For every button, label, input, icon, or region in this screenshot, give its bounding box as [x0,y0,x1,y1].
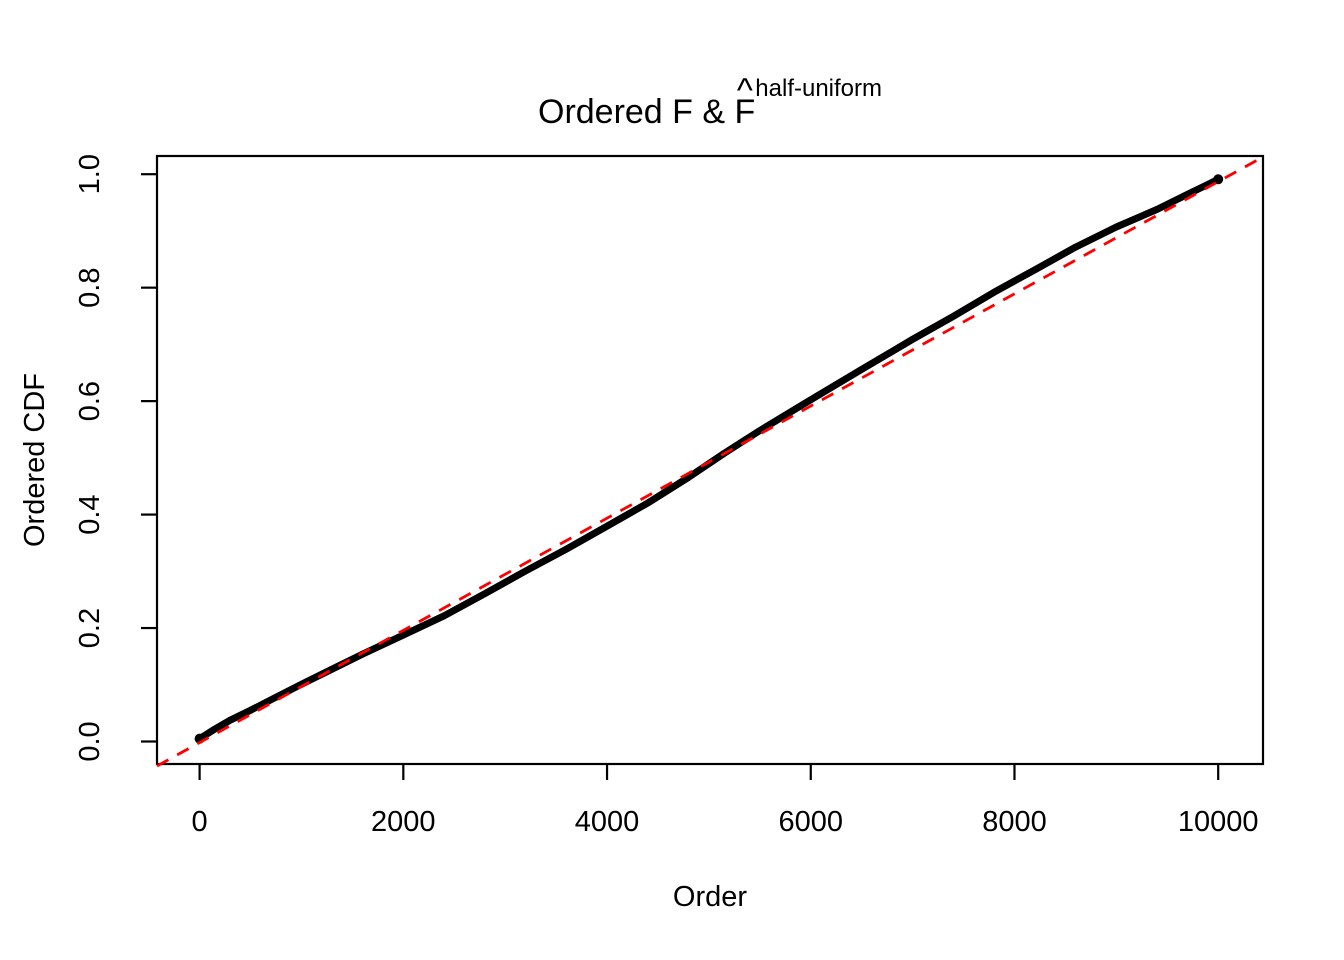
f-hat-symbol: F ^ [734,74,756,131]
y-tick-label: 0.2 [74,608,106,648]
x-tick-label: 8000 [982,806,1047,838]
plot-title: Ordered F & F ^ half-uniform [538,72,882,136]
y-tick-label: 0.6 [74,381,106,421]
y-tick-label: 1.0 [74,154,106,194]
plot-title-text: Ordered F & [537,93,735,131]
y-axis-label: Ordered CDF [19,373,51,547]
x-tick-label: 10000 [1178,806,1259,838]
x-tick-label: 0 [192,806,208,838]
reference-diagonal-line [156,155,1265,768]
f-hat-base: F [734,93,756,131]
x-tick-label: 2000 [371,806,436,838]
series-layer [156,155,1265,768]
y-tick-label: 0.8 [74,267,106,307]
tick-layer: 0 2000 4000 6000 8000 10000 0.0 0.2 0.4 0.6 0.8 1.0 [74,154,1259,838]
x-axis-label: Order [673,881,747,913]
y-tick-label: 0.0 [74,721,106,761]
plot-title-superscript: half-uniform [755,75,883,102]
y-tick-label: 0.4 [74,494,106,534]
x-tick-label: 6000 [779,806,844,838]
x-tick-label: 4000 [575,806,640,838]
ordered-cdf-curve [196,175,1222,743]
plot-border-box [155,154,1265,766]
hat-accent-icon: ^ [736,72,753,110]
curve-end-cluster [1213,174,1224,185]
